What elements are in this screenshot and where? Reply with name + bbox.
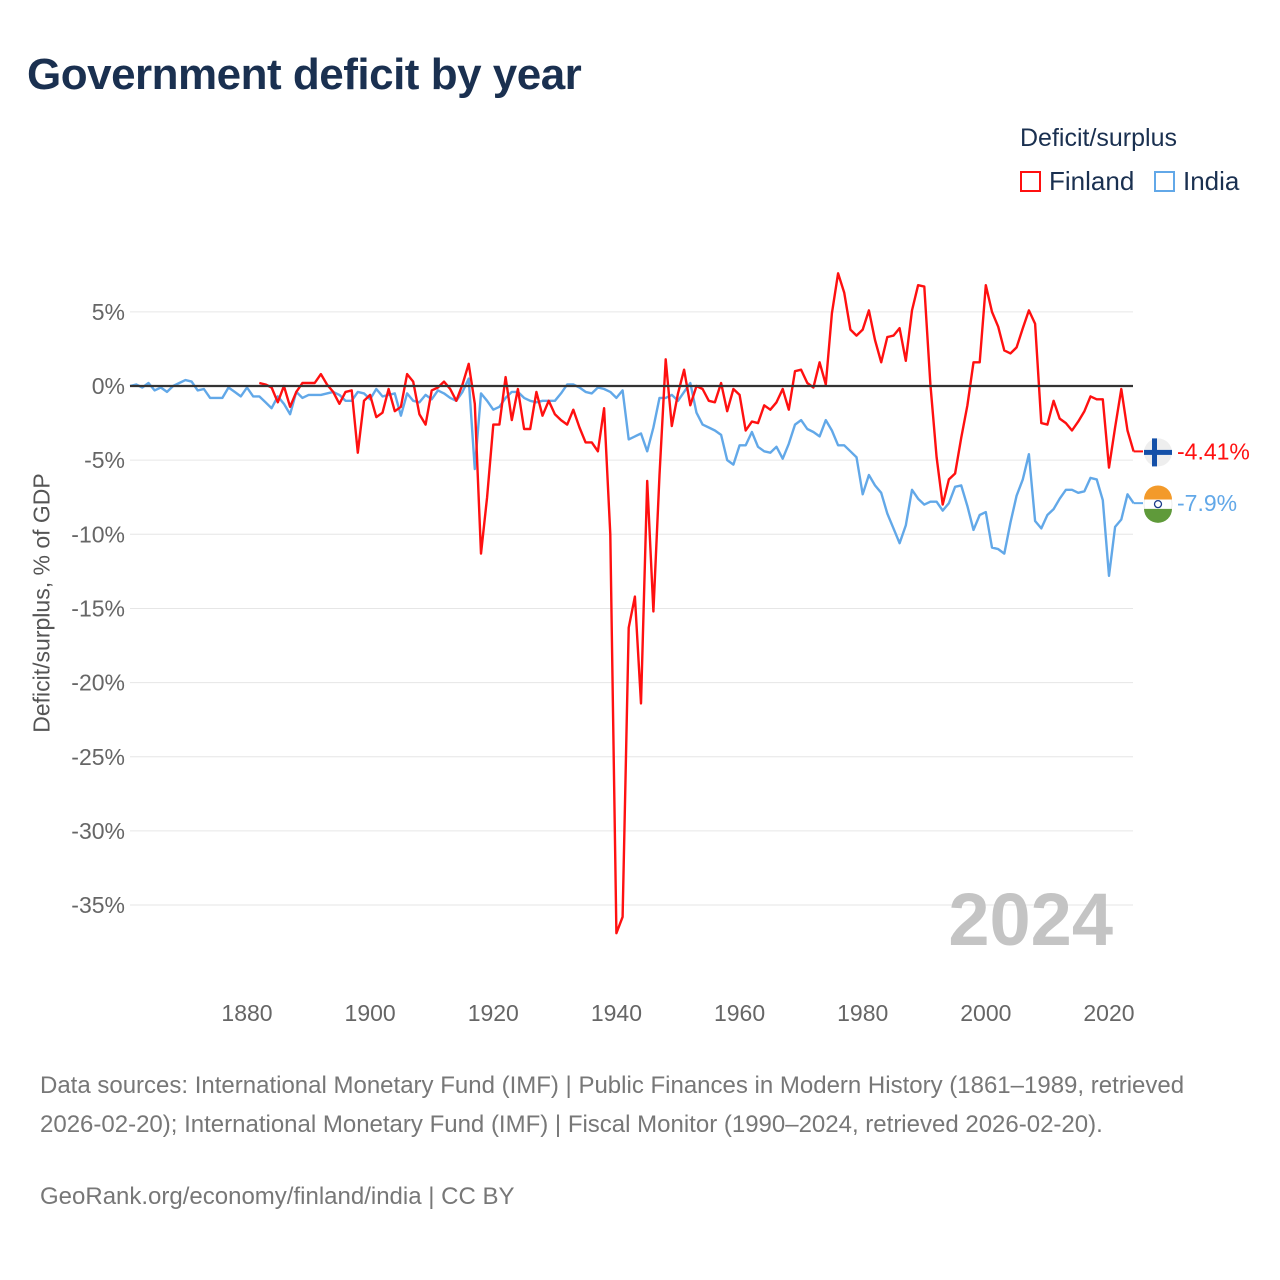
finland-flag-cross bbox=[1152, 438, 1157, 467]
y-tick-label: -5% bbox=[84, 447, 125, 473]
x-tick-label: 1880 bbox=[221, 1000, 272, 1026]
y-tick-label: 5% bbox=[92, 299, 125, 325]
end-value-label-india: -7.9% bbox=[1177, 490, 1237, 516]
india-flag-green bbox=[1144, 508, 1172, 523]
y-tick-label: -10% bbox=[71, 521, 125, 547]
series-line-india bbox=[129, 377, 1135, 577]
page-title: Government deficit by year bbox=[27, 50, 582, 99]
x-tick-label: 1920 bbox=[468, 1000, 519, 1026]
y-tick-label: 0% bbox=[92, 373, 125, 399]
y-tick-label: -25% bbox=[71, 744, 125, 770]
finland-flag-cross bbox=[1144, 449, 1172, 455]
year-watermark: 2024 bbox=[948, 878, 1113, 961]
y-tick-label: -35% bbox=[71, 892, 125, 918]
end-value-label-finland: -4.41% bbox=[1177, 438, 1250, 464]
y-tick-label: -30% bbox=[71, 818, 125, 844]
y-tick-label: -20% bbox=[71, 670, 125, 696]
x-tick-label: 2000 bbox=[960, 1000, 1011, 1026]
india-flag-chakra bbox=[1153, 500, 1163, 509]
legend-label: India bbox=[1183, 166, 1240, 196]
india-flag-saffron bbox=[1144, 485, 1172, 500]
legend-swatch-india bbox=[1154, 171, 1175, 192]
data-sources: Data sources: International Monetary Fun… bbox=[40, 1072, 1185, 1138]
credit-link[interactable]: GeoRank.org/economy/finland/india | CC B… bbox=[40, 1183, 515, 1210]
y-tick-label: -15% bbox=[71, 595, 125, 621]
x-tick-label: 2020 bbox=[1083, 1000, 1134, 1026]
x-tick-label: 1900 bbox=[345, 1000, 396, 1026]
legend-label: Finland bbox=[1049, 166, 1135, 196]
legend-item-finland[interactable]: Finland bbox=[1020, 166, 1134, 197]
series-line-finland bbox=[259, 272, 1135, 935]
legend-item-india[interactable]: India bbox=[1154, 166, 1239, 197]
x-tick-label: 1980 bbox=[837, 1000, 888, 1026]
line-chart: 5% 0% -5% -10% -15% -20% -25% -30% -35% 1880 1900 1… bbox=[71, 272, 1250, 1026]
x-tick-label: 1940 bbox=[591, 1000, 642, 1026]
legend-title: Deficit/surplus bbox=[1020, 124, 1177, 152]
x-tick-label: 1960 bbox=[714, 1000, 765, 1026]
legend-swatch-finland bbox=[1020, 171, 1041, 192]
